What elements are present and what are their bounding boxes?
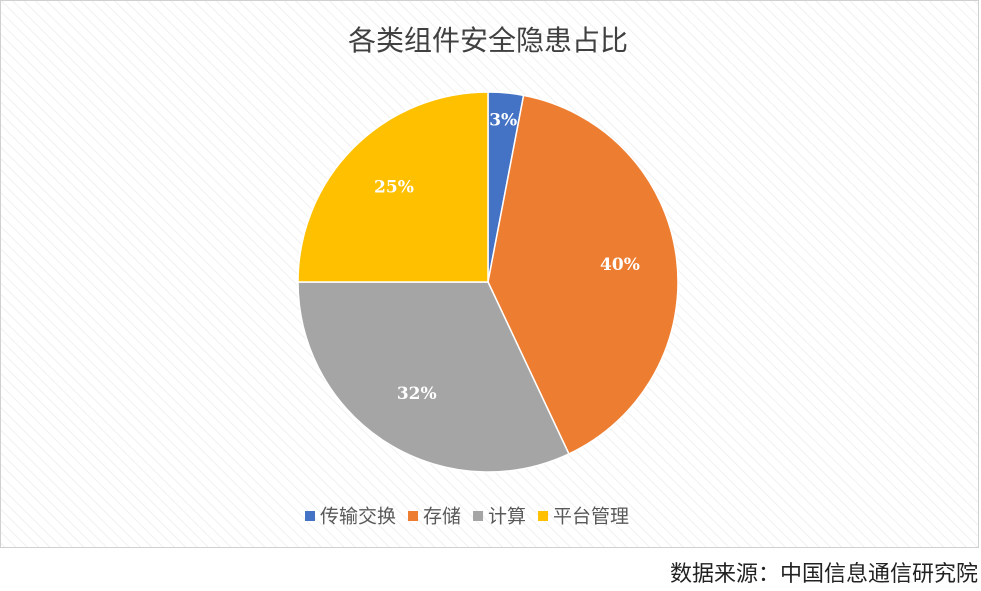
source: 数据来源：中国信息通信研究院 bbox=[670, 562, 978, 587]
legend-label: 平台管理 bbox=[553, 506, 629, 528]
legend-label: 传输交换 bbox=[320, 506, 396, 528]
data-label: 25% bbox=[374, 177, 414, 197]
legend-swatch bbox=[408, 511, 419, 521]
pie-slice bbox=[487, 94, 679, 455]
legend-label: 计算 bbox=[488, 506, 526, 528]
legend-swatch bbox=[473, 511, 484, 521]
chart-title: 各类组件安全隐患占比 bbox=[348, 24, 628, 57]
data-label: 40% bbox=[600, 255, 640, 275]
legend: 传输交换 存储 计算 平台管理 bbox=[305, 506, 629, 528]
pie-slice bbox=[297, 91, 489, 283]
legend-swatch bbox=[305, 511, 315, 521]
data-label: 3% bbox=[489, 111, 517, 131]
legend-label: 存储 bbox=[423, 506, 461, 528]
pie-slice bbox=[297, 281, 570, 473]
data-label: 32% bbox=[397, 384, 437, 404]
pie: 3% 40% 32% 25% bbox=[297, 91, 679, 473]
legend-swatch bbox=[538, 511, 549, 521]
